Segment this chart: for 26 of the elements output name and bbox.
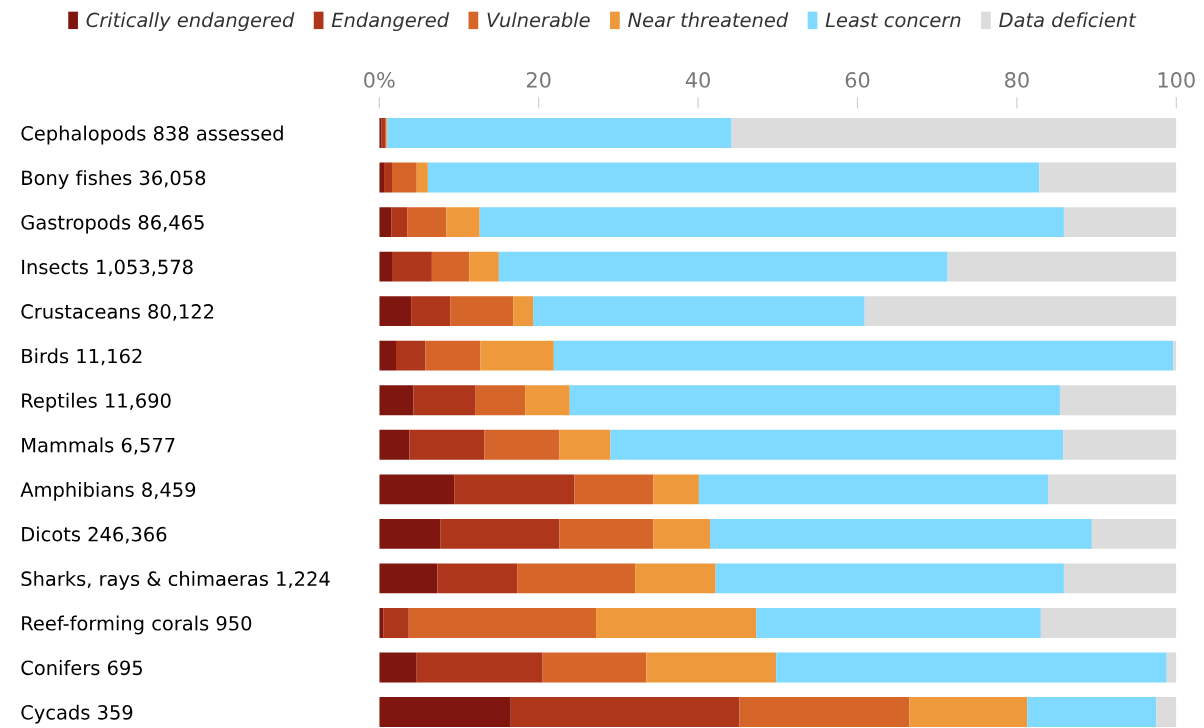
y-tick-label: Birds 11,162 xyxy=(22,348,142,366)
x-tick-label: 40 xyxy=(685,72,710,88)
y-tick-label: Gastropods 86,465 xyxy=(21,214,204,234)
y-tick-label: Dicots 246,366 xyxy=(22,526,167,544)
y-tick-label: Mammals 6,577 xyxy=(22,437,175,455)
y-tick-label: Crustaceans 80,122 xyxy=(21,304,214,321)
y-tick-label: Sharks, rays & chimaeras 1,224 xyxy=(21,571,330,590)
legend-label: Critically endangered xyxy=(86,12,295,32)
y-tick-label: Insects 1,053,578 xyxy=(22,259,193,277)
y-tick-label: Amphibians 8,459 xyxy=(20,481,196,501)
legend-label: Data deficient xyxy=(999,12,1137,28)
legend-label: Endangered xyxy=(331,12,450,32)
y-tick-label: Conifers 695 xyxy=(21,660,142,676)
x-tick-label: 20 xyxy=(526,72,551,88)
y-tick-label: Reef-forming corals 950 xyxy=(22,615,252,635)
y-tick-label: Bony fishes 36,058 xyxy=(22,170,206,189)
y-tick-label: Cephalopods 838 assessed xyxy=(21,125,283,145)
legend-label: Vulnerable xyxy=(487,12,590,28)
x-tick-label: 60 xyxy=(845,72,870,88)
legend-label: Least concern xyxy=(825,12,961,28)
y-tick-label: Cycads 359 xyxy=(21,704,133,724)
x-tick-label: 0% xyxy=(364,72,395,88)
x-tick-label: 80 xyxy=(1005,72,1029,88)
x-tick-label: 100 xyxy=(1158,72,1195,88)
legend-label: Near threatened xyxy=(628,12,789,28)
y-tick-label: Reptiles 11,690 xyxy=(22,392,171,412)
